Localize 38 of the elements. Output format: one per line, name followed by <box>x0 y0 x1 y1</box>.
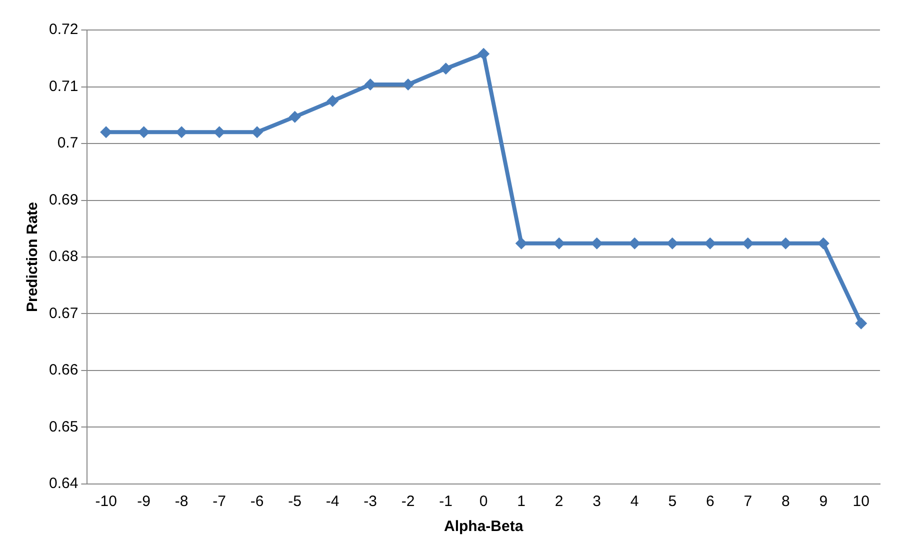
y-tick-label: 0.66 <box>48 362 78 379</box>
point <box>440 62 452 75</box>
x-tick-label: 3 <box>592 493 602 510</box>
y-tick-label: 0.67 <box>48 304 78 322</box>
x-tick-label: -10 <box>95 493 117 510</box>
x-tick-label: -9 <box>137 493 150 510</box>
y-tick-label: 0.65 <box>48 418 78 436</box>
y-tick-label: 0.64 <box>48 475 78 492</box>
x-tick-label: 4 <box>630 493 639 510</box>
point <box>251 126 264 138</box>
x-tick-label: -4 <box>326 493 340 510</box>
x-tick-label: 8 <box>781 493 790 510</box>
y-axis-title: Prediction Rate <box>24 202 42 312</box>
x-tick-label: -8 <box>174 493 188 510</box>
x-tick-label: 6 <box>706 493 714 510</box>
y-tick-label: 0.69 <box>48 191 78 208</box>
x-tick-label: 7 <box>744 493 752 510</box>
x-tick-label: 5 <box>668 493 677 510</box>
x-axis-title: Alpha-Beta <box>444 518 524 536</box>
x-tick-label: -7 <box>212 493 226 510</box>
x-tick-label: 10 <box>852 493 870 510</box>
x-tick-label: -6 <box>250 493 264 510</box>
x-tick-label: 2 <box>554 493 564 510</box>
point <box>326 94 339 107</box>
x-tick-label: -2 <box>401 493 415 510</box>
x-tick-label: -3 <box>364 493 378 510</box>
y-tick-label: 0.68 <box>48 248 78 266</box>
x-tick-label: -5 <box>288 493 302 510</box>
point <box>288 110 301 123</box>
y-tick-label: 0.7 <box>57 134 78 152</box>
x-tick-label: 1 <box>517 493 526 510</box>
x-tick-label: -1 <box>439 493 453 510</box>
y-tick-label: 0.72 <box>48 21 78 38</box>
point <box>855 317 868 330</box>
x-tick-label: 9 <box>819 493 828 510</box>
y-tick-label: 0.71 <box>48 78 78 95</box>
point <box>478 48 490 60</box>
x-tick-label: 0 <box>479 493 488 510</box>
